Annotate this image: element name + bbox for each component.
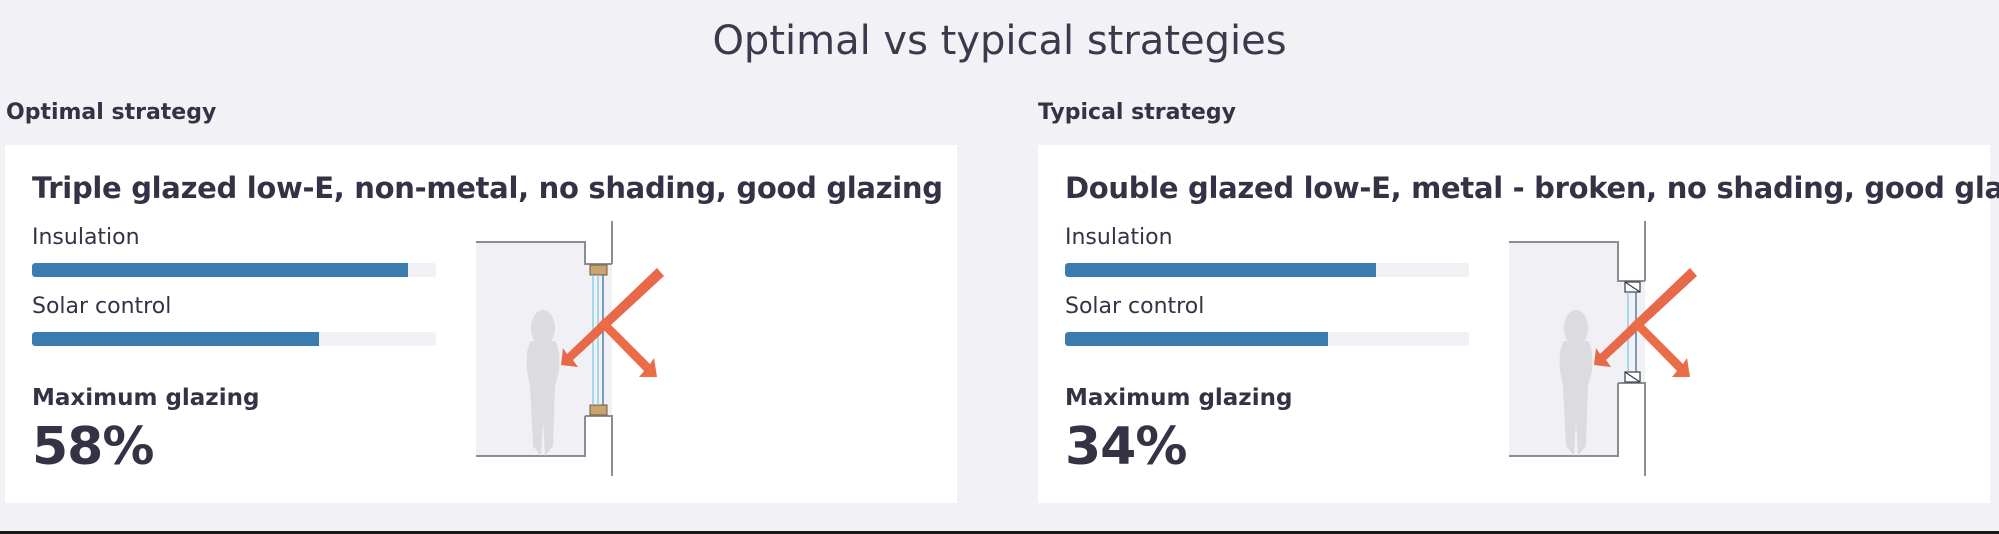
optimal-section-label: Optimal strategy [6, 100, 217, 125]
solar-transmission-arrow-icon [561, 268, 664, 377]
optimal-strategy-title: Triple glazed low-E, non-metal, no shadi… [32, 171, 943, 205]
max-glazing-value: 58% [32, 417, 154, 477]
solar-control-bar-fill [1065, 332, 1328, 346]
thermally-broken-metal-frame-icon [1624, 281, 1641, 293]
page-title: Optimal vs typical strategies [712, 18, 1287, 64]
insulation-bar [1065, 263, 1469, 277]
room-outline [1509, 221, 1646, 476]
insulation-bar [32, 263, 436, 277]
typical-strategy-card: Double glazed low-E, metal - broken, no … [1038, 145, 1999, 503]
max-glazing-value: 34% [1065, 417, 1187, 477]
solar-control-label: Solar control [32, 294, 172, 319]
bottom-border [0, 531, 1999, 534]
solar-control-label: Solar control [1065, 294, 1205, 319]
typical-section-label: Typical strategy [1038, 100, 1236, 125]
insulation-label: Insulation [1065, 225, 1173, 250]
timber-frame-icon [589, 264, 608, 276]
person-silhouette-icon [526, 310, 560, 456]
optimal-strategy-card: Triple glazed low-E, non-metal, no shadi… [5, 145, 957, 503]
window-section-diagram [476, 221, 664, 476]
room-outline [476, 221, 613, 476]
max-glazing-label: Maximum glazing [1065, 385, 1293, 411]
insulation-label: Insulation [32, 225, 140, 250]
typical-strategy-title: Double glazed low-E, metal - broken, no … [1065, 171, 1999, 205]
max-glazing-label: Maximum glazing [32, 385, 260, 411]
insulation-bar-fill [1065, 263, 1377, 277]
solar-control-bar [1065, 332, 1469, 346]
timber-frame-icon [589, 404, 608, 416]
person-silhouette-icon [1559, 310, 1593, 456]
window-section-diagram [1509, 221, 1697, 476]
solar-control-bar-fill [32, 332, 319, 346]
insulation-bar-fill [32, 263, 408, 277]
solar-transmission-arrow-icon [1594, 268, 1697, 377]
solar-control-bar [32, 332, 436, 346]
thermally-broken-metal-frame-icon [1624, 371, 1641, 383]
